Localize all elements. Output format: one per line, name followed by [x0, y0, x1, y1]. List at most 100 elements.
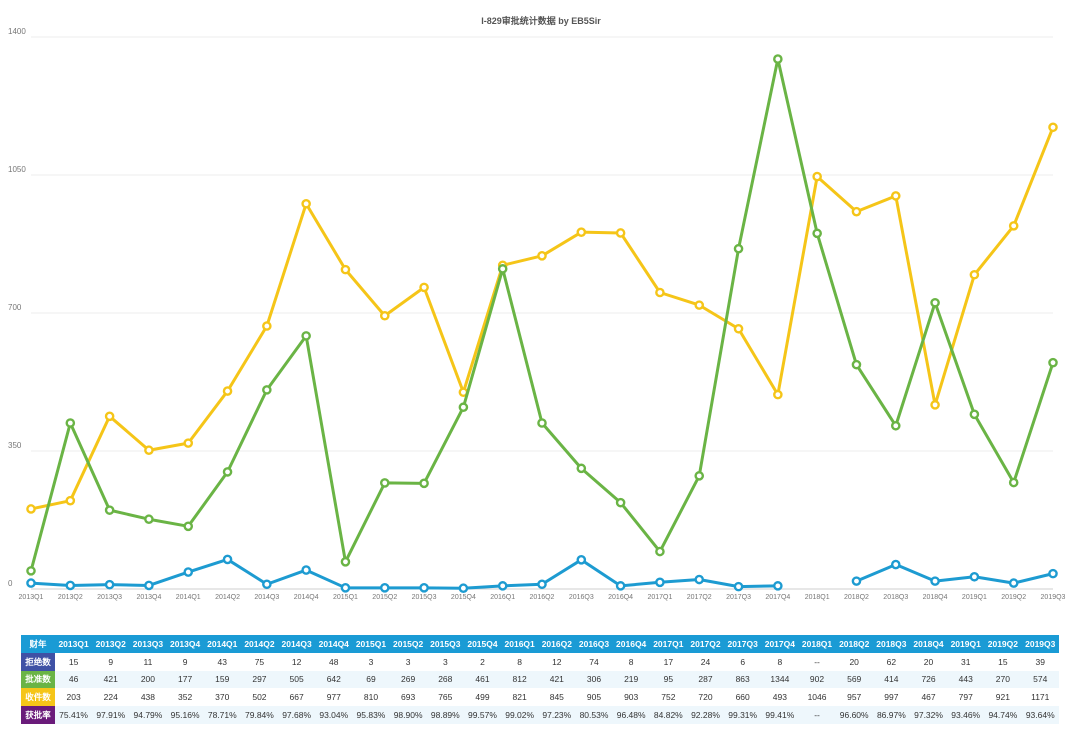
table-cell: 821: [512, 692, 527, 703]
table-cell: 269: [389, 670, 427, 689]
y-axis-ticks: 0 350 700 1050 1400: [8, 27, 26, 588]
table-cell: 15: [998, 656, 1008, 667]
table-cell: 921: [995, 692, 1010, 703]
line-chart: I-829审批统计数据 by EB5Sir 0 350 700 1050 1400 20…: [8, 15, 1066, 601]
table-cell: 200: [129, 670, 167, 689]
data-point: [812, 228, 822, 239]
data-point: [104, 411, 115, 422]
table-header-cell: 2017Q4: [761, 635, 799, 653]
series: [26, 122, 1058, 514]
table-cell: 845: [549, 692, 564, 703]
table-cell: --: [814, 656, 820, 667]
table-cell: 17: [663, 656, 674, 667]
table-cell: 43: [217, 656, 227, 667]
data-point: [183, 567, 194, 577]
table-cell: 15: [68, 656, 79, 667]
table-cell: 94.74%: [984, 706, 1022, 724]
x-tick-label: 2015Q3: [412, 594, 437, 601]
data-point: [458, 583, 469, 594]
data-point: [340, 556, 351, 567]
table-cell: 287: [686, 670, 725, 689]
table-cell: 1344: [761, 670, 799, 689]
table-cell: 306: [575, 670, 613, 689]
table-cell: 99.57%: [463, 706, 502, 724]
data-point: [340, 583, 351, 593]
table-cell: 97.91%: [92, 706, 130, 724]
table-cell: 997: [884, 692, 899, 703]
table-header-cell: 2019Q2: [984, 635, 1022, 653]
table-cell: 24: [700, 656, 711, 667]
data-point: [615, 228, 626, 238]
data-point: [694, 300, 705, 310]
data-point: [262, 579, 272, 590]
data-point: [773, 54, 783, 64]
table-cell: 461: [463, 670, 502, 689]
data-point: [419, 282, 429, 293]
data-point: [930, 297, 940, 308]
table-cell: 75: [254, 656, 265, 667]
table-cell: 97.23%: [538, 706, 576, 724]
table-cell: 752: [661, 692, 676, 703]
data-point: [969, 571, 980, 582]
table-cell: 3: [368, 656, 374, 667]
data-point: [379, 583, 390, 593]
data-point: [419, 478, 429, 489]
data-point: [694, 471, 705, 481]
x-tick-label: 2018Q2: [844, 594, 869, 601]
data-point: [1048, 122, 1058, 133]
table-cell: 97.68%: [278, 706, 316, 724]
table-header-cell: 2015Q2: [389, 635, 427, 653]
table-cell: 270: [984, 670, 1022, 689]
data-point: [301, 198, 311, 209]
data-point: [615, 581, 626, 591]
data-point: [65, 495, 76, 506]
table-cell: 94.79%: [129, 706, 167, 724]
series-line: [30, 126, 1055, 511]
table-cell: 957: [847, 692, 862, 703]
table-cell: 39: [1035, 656, 1045, 667]
table-cell: 99.31%: [724, 706, 762, 724]
data-point: [576, 463, 587, 474]
table-row-label: 拒绝数: [21, 652, 55, 671]
data-point: [262, 321, 272, 331]
table-cell: 414: [872, 670, 910, 689]
table-cell: 80.53%: [575, 706, 613, 724]
table-cell: 78.71%: [203, 706, 241, 724]
table-cell: 797: [958, 692, 973, 703]
table-cell: 95.83%: [352, 706, 390, 724]
table-cell: 69: [352, 670, 390, 689]
table-header-cell: 2016Q2: [538, 635, 576, 653]
table-cell: 667: [289, 692, 304, 703]
x-tick-label: 2017Q4: [765, 594, 790, 601]
table-cell: 9: [182, 656, 188, 667]
table-cell: 92.28%: [686, 706, 725, 724]
table-cell: 297: [240, 670, 279, 689]
data-point: [655, 546, 665, 557]
series: [26, 54, 1058, 576]
table-cell: 62: [886, 656, 897, 667]
table-cell: 93.46%: [947, 706, 985, 724]
data-point: [537, 418, 547, 428]
table-cell: 493: [772, 692, 787, 703]
table-cell: 499: [475, 692, 490, 703]
data-point: [694, 574, 705, 585]
y-tick-label: 700: [8, 303, 22, 312]
table-header-cell: 2013Q1: [55, 635, 93, 653]
table-cell: 12: [552, 656, 562, 667]
x-tick-label: 2016Q2: [530, 594, 555, 601]
data-point: [1048, 357, 1058, 368]
data-point: [773, 581, 783, 591]
data-point: [1008, 578, 1019, 588]
table-cell: 3: [405, 656, 411, 667]
table-header-cell: 2013Q3: [129, 635, 167, 653]
table-header-cell: 2014Q1: [203, 635, 241, 653]
table-cell: 903: [624, 692, 639, 703]
data-point: [458, 402, 469, 413]
data-point: [930, 400, 940, 410]
y-tick-label: 1050: [8, 165, 26, 174]
table-cell: 20: [849, 656, 859, 667]
table-header-cell: 2018Q3: [872, 635, 910, 653]
data-point: [301, 565, 311, 575]
table-header-cell: 2019Q3: [1021, 635, 1059, 653]
table-cell: 93.04%: [315, 706, 353, 724]
